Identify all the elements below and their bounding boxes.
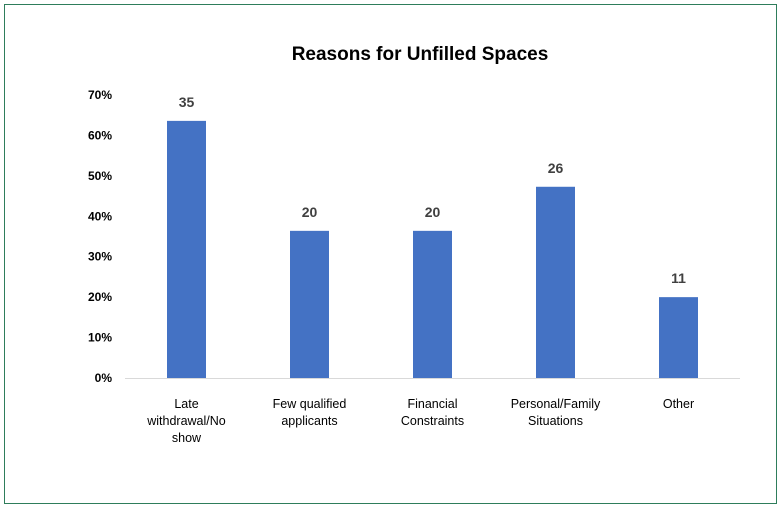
y-tick-label: 50% (88, 169, 112, 183)
bar (659, 297, 698, 378)
y-tick-label: 60% (88, 128, 112, 142)
x-category-label: Late withdrawal/No show (146, 397, 226, 445)
y-tick-label: 10% (88, 331, 112, 345)
x-category-label: Financial Constraints (401, 397, 464, 428)
y-tick-label: 0% (95, 371, 113, 385)
chart-frame (4, 4, 777, 504)
chart-title: Reasons for Unfilled Spaces (292, 44, 549, 65)
bar (536, 186, 575, 378)
data-label: 11 (671, 270, 686, 286)
y-tick-label: 30% (88, 250, 112, 264)
data-label: 26 (548, 160, 564, 176)
x-category-label: Other (663, 397, 694, 411)
data-label: 20 (425, 204, 441, 220)
data-label: 35 (179, 94, 195, 110)
y-tick-label: 70% (88, 88, 112, 102)
bar (413, 230, 452, 378)
y-tick-label: 40% (88, 209, 112, 223)
data-label: 20 (302, 204, 318, 220)
x-category-label: Personal/Family Situations (511, 397, 601, 428)
x-category-label: Few qualified applicants (273, 397, 347, 428)
bar (290, 230, 329, 378)
y-tick-label: 20% (88, 290, 112, 304)
bar (167, 120, 206, 379)
